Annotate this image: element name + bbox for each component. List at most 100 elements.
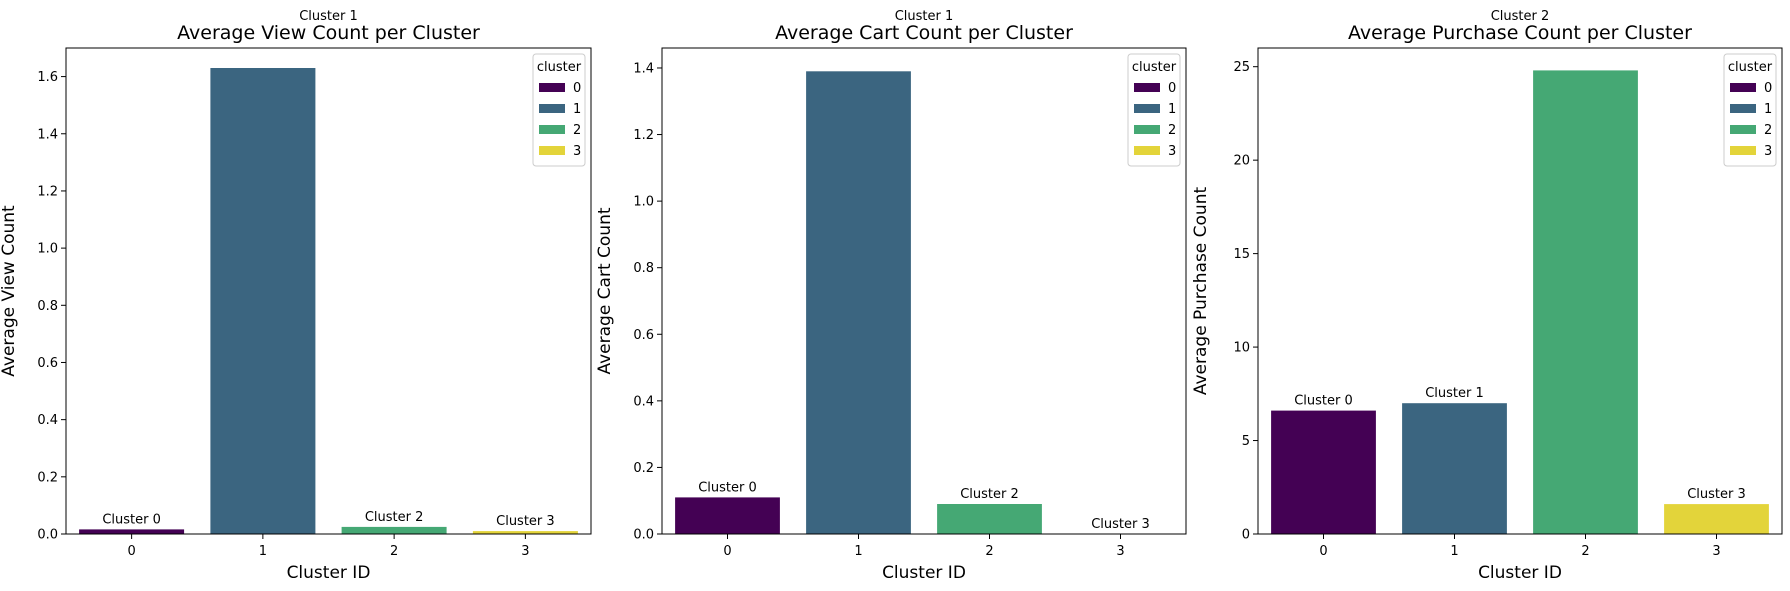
y-tick-label: 25 — [1233, 60, 1250, 75]
legend-label-1: 1 — [1764, 102, 1772, 117]
top-annotation: Cluster 2 — [1491, 9, 1550, 24]
legend-swatch-1 — [1134, 104, 1160, 113]
legend-title: cluster — [537, 60, 582, 75]
legend-label-2: 2 — [1764, 123, 1772, 138]
legend-swatch-2 — [539, 125, 565, 134]
x-tick-label: 0 — [127, 544, 135, 559]
x-tick-label: 1 — [259, 544, 267, 559]
x-tick-label: 0 — [1319, 544, 1327, 559]
x-tick-label: 3 — [521, 544, 529, 559]
y-tick-label: 1.0 — [633, 195, 654, 210]
y-tick-label: 0.8 — [37, 299, 58, 314]
legend-swatch-3 — [539, 146, 565, 155]
x-axis-label: Cluster ID — [1478, 563, 1562, 583]
legend-title: cluster — [1132, 60, 1177, 75]
y-tick-label: 0.6 — [633, 328, 654, 343]
legend: cluster 0 1 2 3 — [1723, 53, 1777, 167]
legend-label-3: 3 — [1168, 144, 1176, 159]
bar-label-0: Cluster 0 — [1294, 394, 1353, 409]
axes-frame — [65, 47, 592, 535]
x-tick-label: 2 — [985, 544, 993, 559]
legend-label-3: 3 — [1764, 144, 1772, 159]
bar-1 — [806, 71, 911, 535]
legend-label-0: 0 — [1764, 81, 1772, 96]
legend-title: cluster — [1728, 60, 1773, 75]
chart-title: Average Cart Count per Cluster — [775, 22, 1073, 44]
bar-2 — [937, 504, 1042, 534]
y-axis-label: Average View Count — [0, 205, 19, 377]
y-axis-label: Average Purchase Count — [1191, 187, 1211, 396]
y-tick-label: 1.4 — [633, 61, 654, 76]
chart-panel-0: Cluster 0 Cluster 2 Cluster 3 0.0 0.2 0.4 0.6 0… — [0, 9, 592, 583]
legend-swatch-1 — [539, 104, 565, 113]
y-axis-label: Average Cart Count — [595, 207, 615, 374]
y-tick-label: 0.8 — [633, 261, 654, 276]
legend-label-2: 2 — [573, 123, 581, 138]
legend: cluster 0 1 2 3 — [532, 53, 586, 167]
legend-swatch-2 — [1730, 125, 1756, 134]
legend-swatch-2 — [1134, 125, 1160, 134]
y-tick-label: 1.0 — [37, 242, 58, 257]
chart-title: Average Purchase Count per Cluster — [1348, 22, 1692, 44]
legend-label-3: 3 — [573, 144, 581, 159]
y-tick-label: 0.0 — [37, 528, 58, 543]
x-tick-label: 3 — [1712, 544, 1720, 559]
x-tick-label: 2 — [1581, 544, 1589, 559]
legend-swatch-0 — [1730, 83, 1756, 92]
bar-label-0: Cluster 0 — [102, 512, 161, 527]
legend-label-1: 1 — [573, 102, 581, 117]
legend-label-2: 2 — [1168, 123, 1176, 138]
y-tick-label: 0.0 — [633, 528, 654, 543]
legend-label-0: 0 — [573, 81, 581, 96]
legend-swatch-0 — [539, 83, 565, 92]
bar-2 — [341, 526, 447, 534]
bar-label-3: Cluster 3 — [1687, 487, 1746, 502]
top-annotation: Cluster 1 — [895, 9, 954, 24]
bar-2 — [1533, 70, 1638, 535]
y-tick-label: 1.2 — [37, 184, 58, 199]
y-tick-label: 0.2 — [37, 470, 58, 485]
bar-label-3: Cluster 3 — [1091, 517, 1150, 532]
bar-label-2: Cluster 2 — [960, 487, 1019, 502]
bar-label-2: Cluster 2 — [365, 510, 424, 525]
legend-swatch-3 — [1730, 146, 1756, 155]
legend: cluster 0 1 2 3 — [1127, 53, 1181, 167]
axes-frame — [661, 47, 1187, 535]
y-tick-label: 1.2 — [633, 128, 654, 143]
chart-title: Average View Count per Cluster — [177, 22, 480, 44]
x-tick-label: 2 — [390, 544, 398, 559]
x-axis-label: Cluster ID — [882, 563, 966, 583]
x-axis-label: Cluster ID — [287, 563, 371, 583]
bar-0 — [1271, 410, 1376, 534]
x-tick-label: 1 — [854, 544, 862, 559]
y-tick-label: 15 — [1233, 247, 1250, 262]
bar-0 — [675, 497, 780, 534]
y-tick-label: 1.4 — [37, 127, 58, 142]
legend-swatch-0 — [1134, 83, 1160, 92]
chart-panel-1: Cluster 0 Cluster 2 Cluster 3 0.0 0.2 0.4 0.6 0… — [595, 9, 1187, 583]
legend-label-1: 1 — [1168, 102, 1176, 117]
bar-label-3: Cluster 3 — [496, 514, 555, 529]
y-tick-label: 0.4 — [633, 394, 654, 409]
top-annotation: Cluster 1 — [299, 9, 358, 24]
bar-0 — [79, 529, 185, 534]
y-tick-label: 0.6 — [37, 356, 58, 371]
x-tick-label: 0 — [723, 544, 731, 559]
y-tick-label: 5 — [1242, 434, 1250, 449]
bar-3 — [1664, 504, 1769, 534]
axes-frame — [1257, 47, 1783, 535]
bar-1 — [210, 68, 316, 534]
legend-swatch-3 — [1134, 146, 1160, 155]
bar-label-0: Cluster 0 — [698, 480, 757, 495]
legend-swatch-1 — [1730, 104, 1756, 113]
y-tick-label: 1.6 — [37, 70, 58, 85]
x-tick-label: 1 — [1450, 544, 1458, 559]
y-tick-label: 0.4 — [37, 413, 58, 428]
y-tick-label: 10 — [1233, 341, 1250, 356]
bar-label-1: Cluster 1 — [1425, 386, 1484, 401]
legend-label-0: 0 — [1168, 81, 1176, 96]
y-tick-label: 0.2 — [633, 461, 654, 476]
y-tick-label: 0 — [1242, 528, 1250, 543]
